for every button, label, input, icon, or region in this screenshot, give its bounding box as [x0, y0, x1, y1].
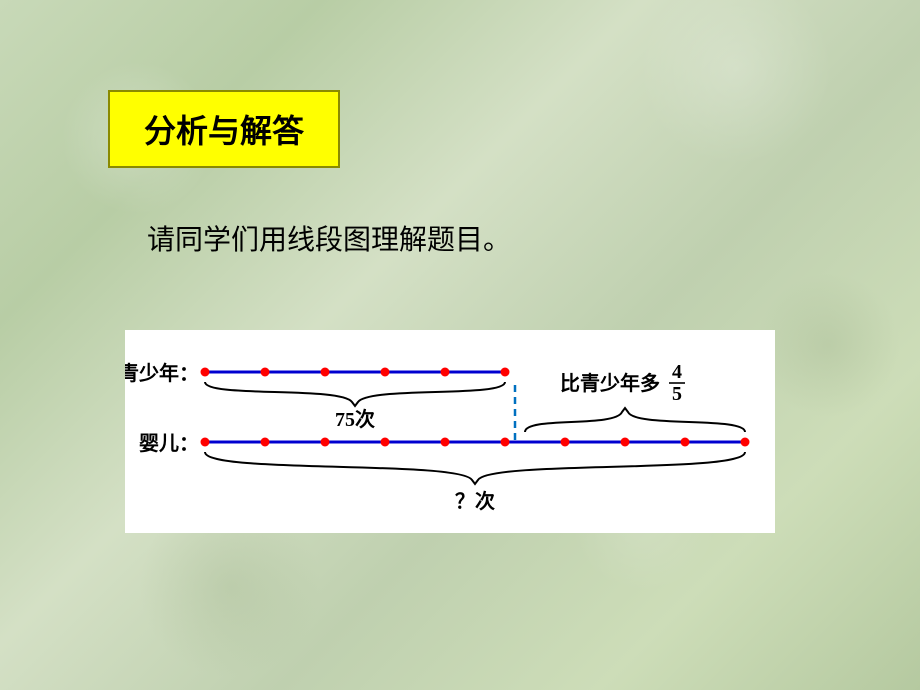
dot — [681, 438, 690, 447]
dot — [741, 438, 750, 447]
instruction-text: 请同学们用线段图理解题目。 — [147, 218, 511, 258]
dot — [261, 438, 270, 447]
frac-num: 4 — [672, 361, 682, 383]
segment-diagram: 青少年： 75次 婴儿： 比青少年多 4 — [125, 330, 775, 533]
dot — [321, 438, 330, 447]
dot — [261, 368, 270, 377]
title-box: 分析与解答 — [108, 90, 340, 168]
dot — [381, 368, 390, 377]
teen-label: 青少年： — [125, 361, 199, 385]
dot — [201, 438, 210, 447]
dot — [441, 438, 450, 447]
baby-annotation: ？次 — [455, 489, 495, 513]
baby-label: 婴儿： — [139, 432, 199, 455]
dot — [201, 368, 210, 377]
dot — [381, 438, 390, 447]
dot — [441, 368, 450, 377]
title-text: 分析与解答 — [144, 113, 304, 149]
dot — [501, 438, 510, 447]
dot — [561, 438, 570, 447]
dot — [501, 368, 510, 377]
teen-annotation: 75次 — [335, 407, 375, 431]
dot — [621, 438, 630, 447]
dot — [321, 368, 330, 377]
frac-den: 5 — [672, 383, 682, 405]
baby-brace — [205, 452, 745, 484]
extra-prefix: 比青少年多 — [560, 371, 660, 395]
teen-brace — [205, 382, 505, 406]
extra-brace — [525, 408, 745, 432]
